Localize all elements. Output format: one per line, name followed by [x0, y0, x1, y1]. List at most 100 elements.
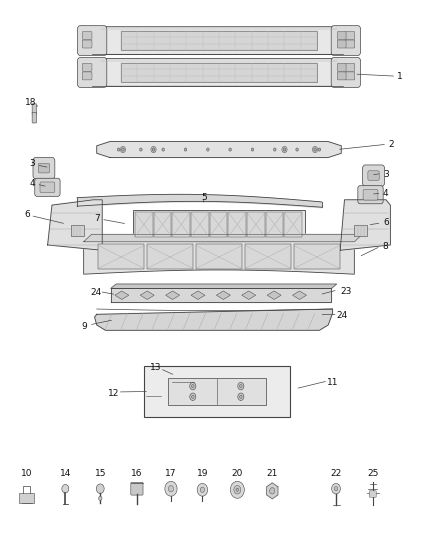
Polygon shape: [84, 235, 362, 242]
Polygon shape: [48, 200, 102, 251]
Text: 9: 9: [81, 321, 88, 330]
Text: 21: 21: [267, 470, 278, 478]
Polygon shape: [293, 291, 307, 300]
Polygon shape: [166, 291, 180, 300]
Text: 5: 5: [201, 193, 207, 202]
Circle shape: [207, 148, 209, 151]
FancyBboxPatch shape: [38, 164, 49, 173]
FancyBboxPatch shape: [363, 165, 385, 186]
Bar: [294, 245, 339, 269]
Polygon shape: [191, 291, 205, 300]
FancyBboxPatch shape: [345, 72, 355, 80]
Text: 17: 17: [165, 470, 177, 478]
Text: 2: 2: [389, 140, 394, 149]
Text: 24: 24: [336, 311, 348, 320]
Bar: [135, 212, 153, 237]
Circle shape: [318, 148, 321, 151]
Polygon shape: [84, 240, 354, 274]
Circle shape: [122, 148, 124, 151]
Polygon shape: [111, 284, 337, 288]
Bar: [266, 212, 283, 237]
Bar: [121, 31, 317, 50]
Bar: [196, 245, 242, 269]
FancyBboxPatch shape: [331, 26, 360, 55]
Text: 19: 19: [197, 470, 208, 478]
FancyBboxPatch shape: [363, 189, 378, 200]
FancyBboxPatch shape: [40, 182, 55, 192]
Circle shape: [190, 393, 196, 400]
FancyBboxPatch shape: [337, 31, 346, 39]
Circle shape: [270, 488, 275, 494]
FancyBboxPatch shape: [35, 178, 60, 196]
FancyBboxPatch shape: [337, 72, 346, 80]
Circle shape: [238, 382, 244, 390]
FancyBboxPatch shape: [345, 31, 355, 39]
FancyBboxPatch shape: [78, 26, 107, 55]
Bar: [99, 245, 144, 269]
Circle shape: [191, 384, 194, 387]
Circle shape: [229, 148, 231, 151]
Bar: [245, 245, 290, 269]
Text: 23: 23: [341, 287, 352, 296]
Circle shape: [197, 483, 208, 496]
Circle shape: [165, 481, 177, 496]
Text: 20: 20: [232, 470, 243, 478]
Text: 7: 7: [94, 214, 99, 223]
Text: 1: 1: [397, 71, 403, 80]
Circle shape: [296, 148, 298, 151]
Text: 4: 4: [383, 189, 389, 198]
Bar: [133, 210, 305, 239]
Circle shape: [334, 487, 338, 491]
Circle shape: [282, 147, 287, 153]
Circle shape: [151, 147, 156, 153]
Polygon shape: [111, 288, 332, 302]
Bar: [71, 224, 84, 236]
FancyBboxPatch shape: [337, 40, 346, 48]
Polygon shape: [88, 59, 348, 86]
Circle shape: [200, 487, 205, 492]
Circle shape: [96, 484, 104, 494]
Polygon shape: [242, 291, 256, 300]
Text: 10: 10: [21, 470, 33, 478]
Polygon shape: [97, 142, 341, 158]
Circle shape: [117, 148, 120, 151]
Bar: [121, 63, 317, 82]
Circle shape: [168, 486, 173, 492]
FancyBboxPatch shape: [82, 72, 92, 80]
Circle shape: [184, 148, 187, 151]
FancyBboxPatch shape: [82, 63, 92, 71]
Bar: [148, 245, 193, 269]
Text: 3: 3: [30, 159, 35, 168]
Circle shape: [230, 481, 244, 498]
Circle shape: [238, 393, 244, 400]
Text: 12: 12: [108, 389, 119, 398]
Text: 8: 8: [382, 242, 388, 251]
Polygon shape: [115, 291, 129, 300]
Circle shape: [120, 147, 126, 153]
FancyBboxPatch shape: [369, 491, 376, 497]
Circle shape: [251, 148, 254, 151]
Text: 6: 6: [383, 219, 389, 228]
FancyBboxPatch shape: [331, 58, 360, 87]
Bar: [172, 212, 190, 237]
Polygon shape: [340, 200, 390, 251]
FancyBboxPatch shape: [33, 158, 55, 179]
Bar: [228, 212, 246, 237]
Circle shape: [140, 148, 142, 151]
Bar: [284, 212, 302, 237]
Text: 13: 13: [150, 363, 162, 372]
Polygon shape: [140, 291, 154, 300]
Bar: [210, 212, 227, 237]
Circle shape: [99, 496, 102, 500]
Circle shape: [62, 484, 69, 493]
Bar: [154, 212, 171, 237]
Bar: [168, 377, 266, 405]
Circle shape: [191, 395, 194, 398]
FancyBboxPatch shape: [131, 482, 143, 495]
Circle shape: [152, 148, 155, 151]
FancyBboxPatch shape: [345, 40, 355, 48]
Circle shape: [234, 486, 241, 494]
Text: 15: 15: [95, 470, 106, 478]
Polygon shape: [267, 291, 281, 300]
Text: 3: 3: [383, 170, 389, 179]
